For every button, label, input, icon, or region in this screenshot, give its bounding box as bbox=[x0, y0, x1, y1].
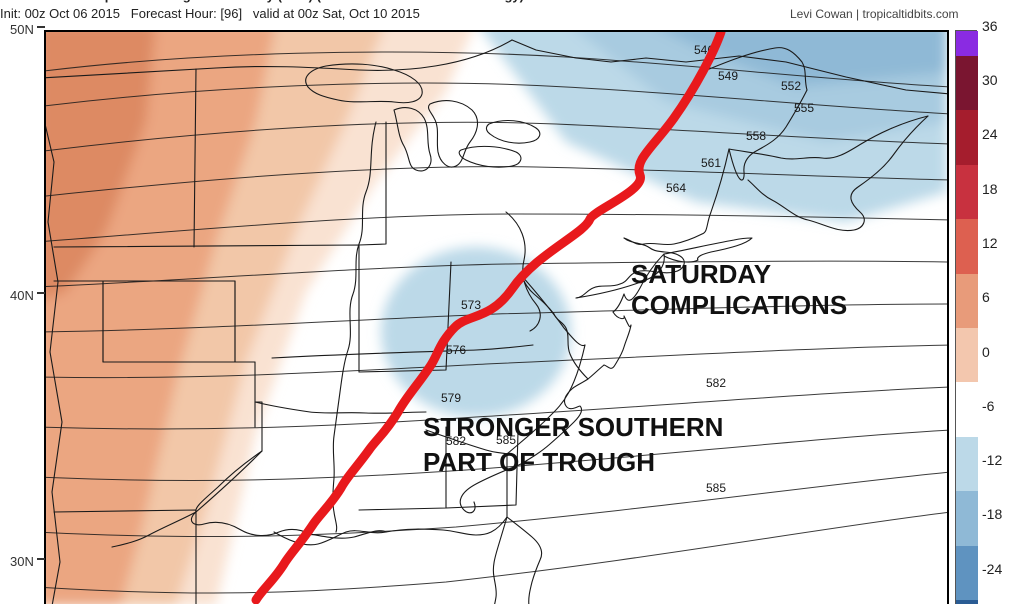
svg-text:564: 564 bbox=[666, 181, 686, 195]
svg-text:552: 552 bbox=[781, 79, 801, 93]
svg-text:561: 561 bbox=[701, 156, 721, 170]
svg-text:573: 573 bbox=[461, 298, 481, 312]
svg-text:585: 585 bbox=[706, 481, 726, 495]
svg-text:549: 549 bbox=[718, 69, 738, 83]
svg-text:582: 582 bbox=[706, 376, 726, 390]
svg-text:579: 579 bbox=[441, 391, 461, 405]
svg-text:558: 558 bbox=[746, 129, 766, 143]
